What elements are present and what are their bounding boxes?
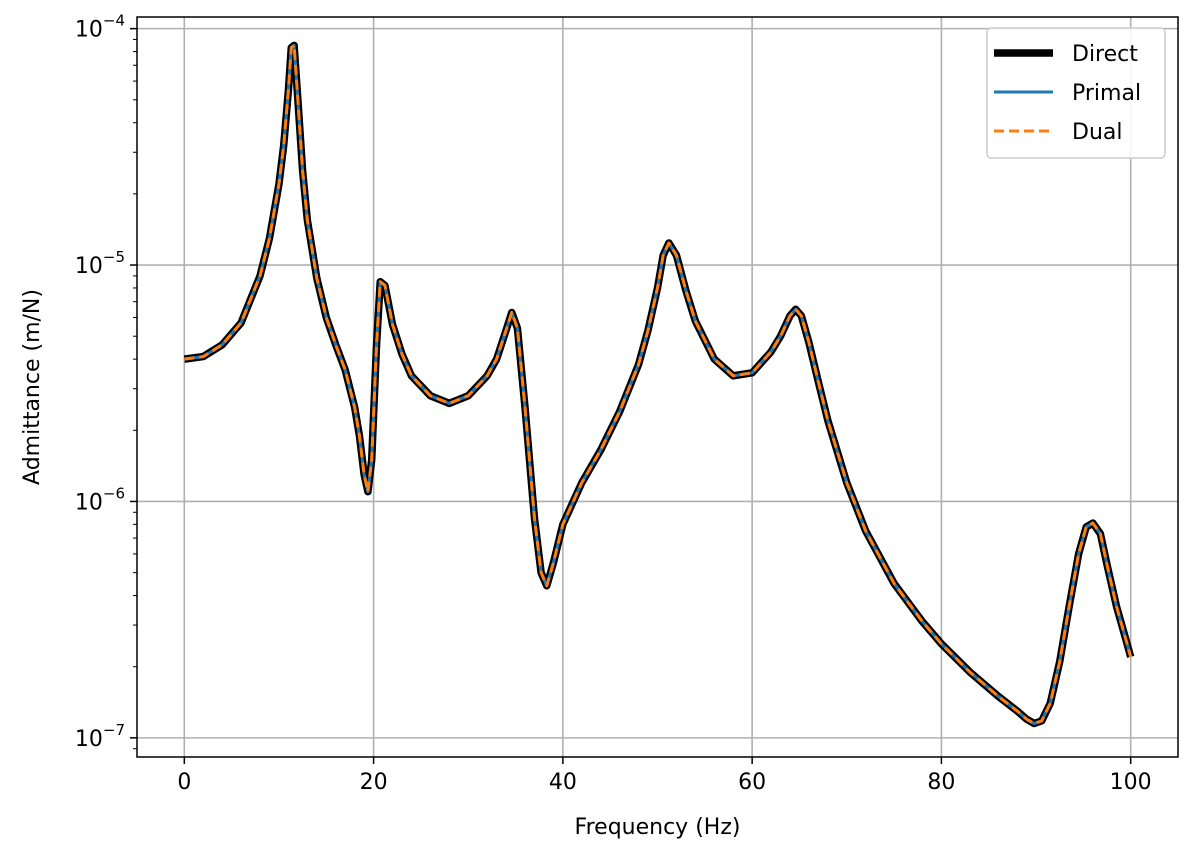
legend-label-direct: Direct [1072, 42, 1138, 67]
plot-frame [136, 16, 1179, 758]
legend: Direct Primal Dual [986, 27, 1166, 159]
series-line-dual [184, 43, 1133, 726]
axis-ticks: 0 20 40 60 80 100 10−7 10−6 10−5 10−4 [75, 12, 1152, 795]
x-axis-label: Frequency (Hz) [575, 815, 741, 840]
y-axis-label: Admittance (m/N) [20, 289, 45, 485]
y-tick-label: 10−4 [75, 12, 125, 43]
series-lines [183, 41, 1135, 728]
x-tick-label: 0 [177, 770, 191, 795]
legend-label-primal: Primal [1072, 81, 1141, 106]
y-tick-label: 10−7 [75, 721, 125, 752]
y-tick-label: 10−6 [75, 484, 125, 515]
x-tick-label: 80 [927, 770, 955, 795]
x-tick-label: 60 [738, 770, 766, 795]
x-tick-label: 20 [360, 770, 388, 795]
y-tick-label: 10−5 [75, 248, 125, 279]
legend-box [986, 27, 1166, 159]
x-tick-label: 40 [549, 770, 577, 795]
x-tick-label: 100 [1110, 770, 1152, 795]
legend-label-dual: Dual [1072, 120, 1122, 145]
